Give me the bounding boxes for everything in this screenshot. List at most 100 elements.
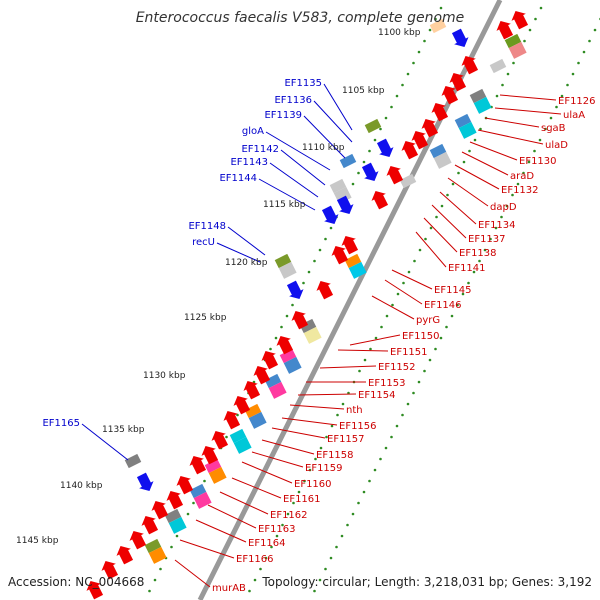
- reverse-gene-arrow-shape: [386, 166, 404, 185]
- reverse-gene-label[interactable]: EF1146: [424, 300, 462, 311]
- reverse-gene-label[interactable]: ulaD: [545, 140, 568, 151]
- forward-gene-label[interactable]: EF1143: [230, 157, 268, 168]
- reverse-leader-line: [195, 519, 247, 543]
- tick-dot: [424, 237, 427, 241]
- tick-dot: [457, 171, 460, 175]
- reverse-leader-line: [431, 204, 467, 239]
- reverse-gene-label[interactable]: pyrG: [416, 315, 440, 326]
- reverse-gene-arrow-shape: [511, 11, 529, 30]
- reverse-leader-line: [349, 334, 401, 346]
- tick-dot: [292, 501, 295, 505]
- tick-dot: [363, 358, 367, 362]
- feature-block-part: [508, 41, 527, 59]
- reverse-gene-arrow-shape: [261, 351, 279, 370]
- forward-gene-arrow: [376, 138, 394, 157]
- reverse-gene-label[interactable]: EF1163: [258, 524, 296, 535]
- tick-dot: [505, 204, 509, 208]
- forward-gene-arrow: [451, 28, 469, 47]
- reverse-gene-label[interactable]: EF1162: [270, 510, 308, 521]
- reverse-gene-label[interactable]: EF1137: [468, 234, 506, 245]
- forward-gene-label[interactable]: gloA: [242, 126, 264, 137]
- tick-dot: [368, 479, 371, 483]
- reverse-gene-arrow-shape: [211, 431, 229, 450]
- reverse-gene-label[interactable]: EF1159: [305, 463, 343, 474]
- forward-gene-label[interactable]: EF1148: [188, 221, 226, 232]
- reverse-gene-label[interactable]: EF1160: [294, 479, 332, 490]
- tick-dot: [406, 72, 410, 76]
- reverse-gene-arrow-shape: [166, 491, 184, 510]
- reverse-gene-label[interactable]: murAB: [212, 583, 246, 594]
- reverse-gene-label[interactable]: EF1138: [459, 248, 497, 259]
- reverse-gene-label[interactable]: EF1154: [358, 390, 396, 401]
- forward-gene-label[interactable]: recU: [192, 237, 215, 248]
- forward-gene-label[interactable]: EF1144: [219, 173, 257, 184]
- reverse-gene-arrow-shape: [233, 396, 251, 415]
- reverse-leader-line: [281, 417, 338, 426]
- tick-dot: [434, 17, 437, 21]
- reverse-gene-label[interactable]: EF1132: [501, 185, 539, 196]
- forward-gene-label[interactable]: EF1139: [264, 110, 302, 121]
- tick-dot: [302, 281, 305, 285]
- forward-gene-arrow-shape: [451, 28, 469, 47]
- forward-gene-label[interactable]: EF1142: [241, 144, 279, 155]
- tick-dot: [417, 50, 421, 54]
- kbp-tick-label: 1120 kbp: [225, 258, 268, 268]
- feature-block-part: [399, 173, 417, 189]
- reverse-gene-label[interactable]: nth: [346, 405, 363, 416]
- feature-block-part: [469, 88, 487, 104]
- reverse-gene-label[interactable]: EF1126: [558, 96, 596, 107]
- reverse-gene-label[interactable]: EF1134: [478, 220, 516, 231]
- reverse-gene-label[interactable]: EF1141: [448, 263, 486, 274]
- tick-dot: [303, 479, 306, 483]
- reverse-gene-label[interactable]: EF1166: [236, 554, 274, 565]
- tick-dot: [291, 303, 294, 307]
- forward-gene-label[interactable]: EF1165: [42, 418, 80, 429]
- reverse-gene-label[interactable]: EF1151: [390, 347, 428, 358]
- reverse-gene-arrow: [201, 446, 219, 465]
- reverse-leader-line: [415, 231, 447, 268]
- feature-block-part: [189, 483, 207, 499]
- feature-block: [339, 153, 357, 169]
- tick-dot: [434, 347, 437, 351]
- feature-block-part: [164, 508, 182, 524]
- tick-dot: [440, 204, 444, 208]
- tick-dot: [401, 413, 404, 417]
- reverse-gene-label[interactable]: araD: [510, 171, 534, 182]
- reverse-gene-label[interactable]: EF1152: [378, 362, 416, 373]
- reverse-gene-label[interactable]: dapD: [490, 202, 517, 213]
- reverse-gene-arrow-shape: [316, 281, 334, 300]
- reverse-gene-arrow-shape: [141, 516, 159, 535]
- reverse-gene-label[interactable]: EF1130: [519, 156, 557, 167]
- tick-dot: [170, 545, 173, 549]
- reverse-gene-arrow: [116, 546, 134, 565]
- feature-block-part: [364, 118, 382, 134]
- forward-gene-label[interactable]: EF1135: [284, 78, 322, 89]
- reverse-gene-arrow: [386, 166, 404, 185]
- tick-dot: [275, 534, 279, 538]
- tick-dot: [313, 259, 316, 263]
- tick-dot: [357, 171, 360, 175]
- tick-dot: [395, 94, 399, 98]
- feature-block-part: [278, 261, 297, 279]
- reverse-gene-label[interactable]: EF1157: [327, 434, 365, 445]
- kbp-tick-label: 1105 kbp: [342, 86, 385, 96]
- reverse-leader-line: [499, 94, 557, 101]
- forward-gene-arrow: [361, 162, 379, 181]
- reverse-gene-label[interactable]: ulaA: [563, 110, 585, 121]
- reverse-gene-label[interactable]: EF1158: [316, 450, 354, 461]
- reverse-gene-label[interactable]: EF1145: [434, 285, 472, 296]
- reverse-gene-label[interactable]: EF1164: [248, 538, 286, 549]
- reverse-gene-label[interactable]: EF1150: [402, 331, 440, 342]
- reverse-gene-label[interactable]: EF1161: [283, 494, 321, 505]
- reverse-gene-label[interactable]: EF1153: [368, 378, 406, 389]
- reverse-gene-arrow: [261, 351, 279, 370]
- tick-dot: [439, 336, 443, 340]
- tick-dot: [483, 248, 487, 252]
- reverse-gene-label[interactable]: sgaB: [541, 123, 566, 134]
- reverse-gene-labels[interactable]: EF1126 ulaA sgaB ulaD EF1130 araD EF1132 dapD EF…: [212, 96, 596, 594]
- forward-gene-label[interactable]: EF1136: [274, 95, 312, 106]
- tick-dot: [527, 160, 531, 164]
- reverse-gene-label[interactable]: EF1156: [339, 421, 377, 432]
